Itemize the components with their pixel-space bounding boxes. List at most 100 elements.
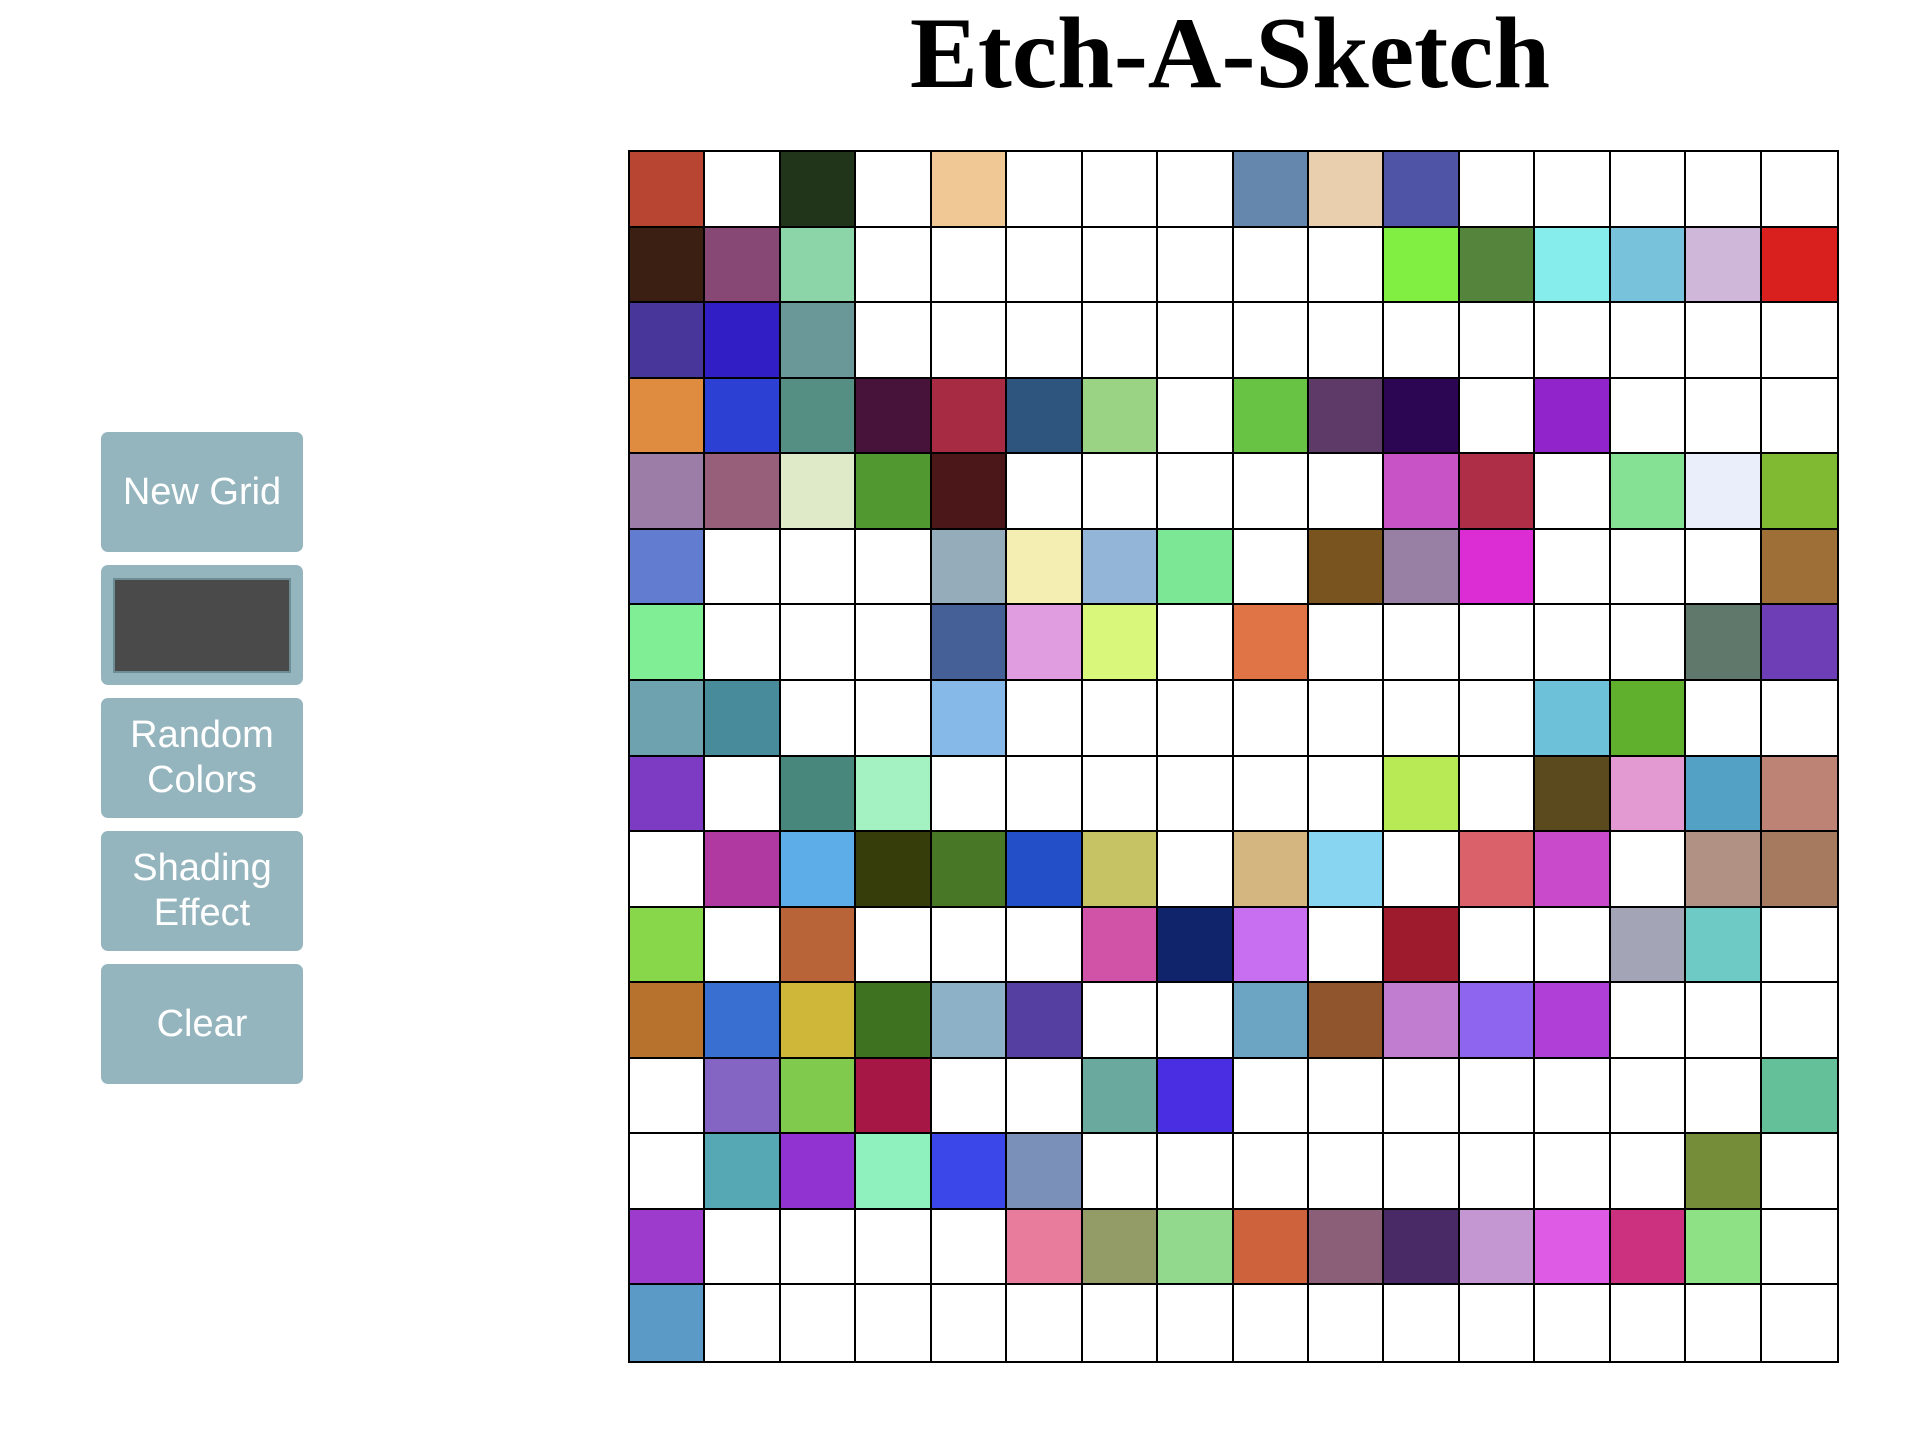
grid-cell[interactable] [856,832,932,908]
grid-cell[interactable] [856,303,932,379]
grid-cell[interactable] [1007,529,1083,606]
grid-cell[interactable] [1761,529,1837,606]
grid-cell[interactable] [1686,303,1762,379]
grid-cell[interactable] [780,983,857,1059]
grid-cell[interactable] [780,529,857,606]
grid-cell[interactable] [705,303,781,379]
grid-cell[interactable] [1459,1209,1536,1286]
grid-cell[interactable] [1158,1134,1234,1210]
grid-cell[interactable] [1761,1058,1837,1135]
grid-cell[interactable] [1610,1134,1687,1210]
grid-cell[interactable] [1384,983,1460,1059]
grid-cell[interactable] [1610,1285,1687,1361]
grid-cell[interactable] [1459,1058,1536,1135]
grid-cell[interactable] [1082,907,1159,984]
grid-cell[interactable] [1686,605,1762,681]
grid-cell[interactable] [1233,1134,1309,1210]
grid-cell[interactable] [931,832,1008,908]
grid-cell[interactable] [1610,227,1687,304]
grid-cell[interactable] [1308,1209,1385,1286]
grid-cell[interactable] [1761,1134,1837,1210]
grid-cell[interactable] [856,1134,932,1210]
grid-cell[interactable] [1308,303,1385,379]
grid-cell[interactable] [1761,152,1837,228]
grid-cell[interactable] [1535,454,1611,530]
grid-cell[interactable] [1308,832,1385,908]
grid-cell[interactable] [1233,1058,1309,1135]
grid-cell[interactable] [1233,303,1309,379]
grid-cell[interactable] [856,907,932,984]
grid-cell[interactable] [1158,378,1234,455]
grid-cell[interactable] [630,152,706,228]
grid-cell[interactable] [856,1285,932,1361]
grid-cell[interactable] [1459,227,1536,304]
color-picker-button[interactable] [101,565,303,685]
grid-cell[interactable] [1686,1209,1762,1286]
grid-cell[interactable] [1308,227,1385,304]
grid-cell[interactable] [1610,454,1687,530]
grid-cell[interactable] [1158,303,1234,379]
grid-cell[interactable] [705,454,781,530]
grid-cell[interactable] [1082,680,1159,757]
grid-cell[interactable] [1007,227,1083,304]
grid-cell[interactable] [1007,303,1083,379]
grid-cell[interactable] [1459,680,1536,757]
grid-cell[interactable] [1459,756,1536,833]
grid-cell[interactable] [1233,454,1309,530]
grid-cell[interactable] [1686,1058,1762,1135]
grid-cell[interactable] [1308,378,1385,455]
grid-cell[interactable] [1158,1209,1234,1286]
grid-cell[interactable] [1610,1209,1687,1286]
grid-cell[interactable] [780,756,857,833]
grid-cell[interactable] [1686,680,1762,757]
grid-cell[interactable] [931,454,1008,530]
grid-cell[interactable] [705,756,781,833]
grid-cell[interactable] [1233,907,1309,984]
grid-cell[interactable] [1459,378,1536,455]
grid-cell[interactable] [780,227,857,304]
grid-cell[interactable] [1686,152,1762,228]
grid-cell[interactable] [630,983,706,1059]
grid-cell[interactable] [856,529,932,606]
grid-cell[interactable] [1308,1285,1385,1361]
grid-cell[interactable] [1007,1134,1083,1210]
grid-cell[interactable] [1535,907,1611,984]
grid-cell[interactable] [931,303,1008,379]
grid-cell[interactable] [1686,454,1762,530]
grid-cell[interactable] [1610,378,1687,455]
grid-cell[interactable] [931,983,1008,1059]
grid-cell[interactable] [1686,983,1762,1059]
clear-button[interactable]: Clear [101,964,303,1084]
grid-cell[interactable] [1459,152,1536,228]
grid-cell[interactable] [1233,227,1309,304]
grid-cell[interactable] [1459,907,1536,984]
grid-cell[interactable] [1158,756,1234,833]
new-grid-button[interactable]: New Grid [101,432,303,552]
grid-cell[interactable] [1082,1209,1159,1286]
grid-cell[interactable] [1686,907,1762,984]
grid-cell[interactable] [1535,680,1611,757]
grid-cell[interactable] [931,529,1008,606]
grid-cell[interactable] [856,756,932,833]
grid-cell[interactable] [1233,378,1309,455]
grid-cell[interactable] [1459,1134,1536,1210]
grid-cell[interactable] [1761,605,1837,681]
grid-cell[interactable] [1007,378,1083,455]
grid-cell[interactable] [705,1285,781,1361]
grid-cell[interactable] [1233,756,1309,833]
grid-cell[interactable] [1007,756,1083,833]
grid-cell[interactable] [1459,983,1536,1059]
grid-cell[interactable] [931,227,1008,304]
grid-cell[interactable] [931,1209,1008,1286]
grid-cell[interactable] [1384,756,1460,833]
grid-cell[interactable] [1535,605,1611,681]
grid-cell[interactable] [705,832,781,908]
grid-cell[interactable] [1233,152,1309,228]
grid-cell[interactable] [856,983,932,1059]
grid-cell[interactable] [1158,529,1234,606]
grid-cell[interactable] [1686,378,1762,455]
grid-cell[interactable] [856,152,932,228]
grid-cell[interactable] [1308,680,1385,757]
grid-cell[interactable] [1384,303,1460,379]
grid-cell[interactable] [1158,605,1234,681]
